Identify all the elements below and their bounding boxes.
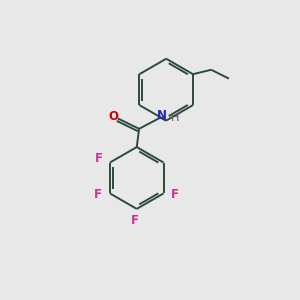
Text: F: F xyxy=(171,188,179,201)
Text: H: H xyxy=(171,113,179,123)
Text: F: F xyxy=(131,214,139,227)
Text: F: F xyxy=(95,152,103,166)
Text: F: F xyxy=(94,188,102,201)
Text: O: O xyxy=(108,110,118,123)
Text: N: N xyxy=(157,109,167,122)
